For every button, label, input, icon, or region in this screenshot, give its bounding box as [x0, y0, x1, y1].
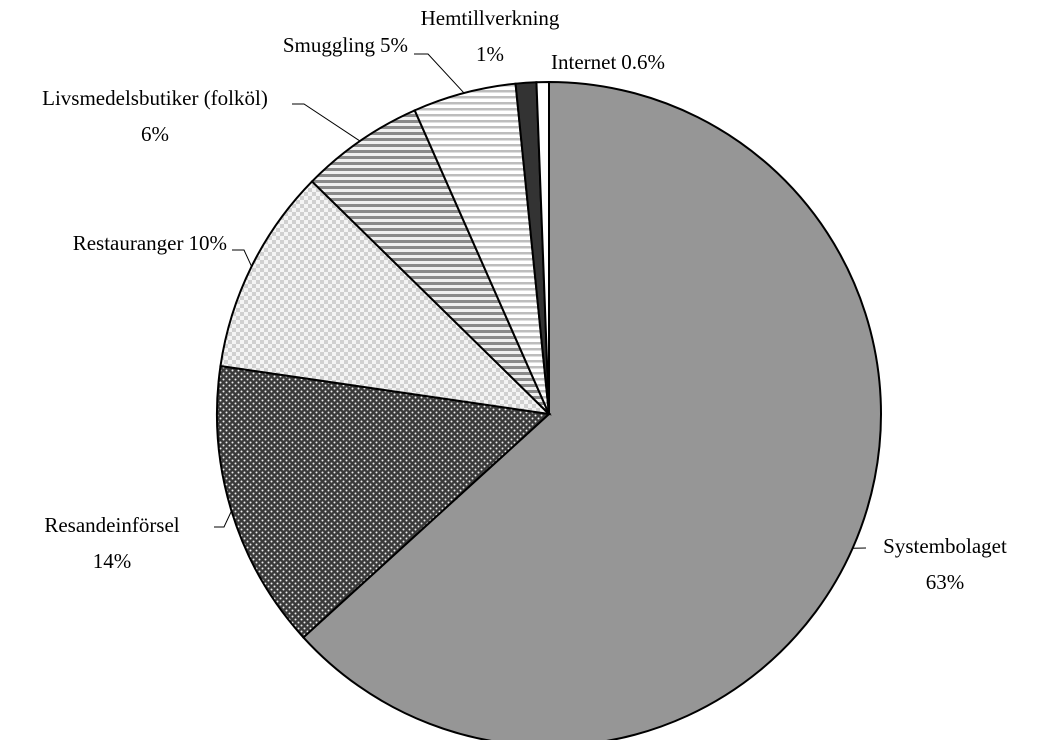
slice-label: Livsmedelsbutiker (folköl) [42, 86, 268, 110]
pie-slice [310, 109, 550, 415]
leader-line [292, 103, 361, 142]
slice-value-label: 5% [380, 33, 408, 57]
slice-value-label: 1% [476, 42, 504, 66]
slice-value-label: 63% [926, 570, 965, 594]
leader-line [214, 510, 232, 528]
slice-value-label: 6% [141, 122, 169, 146]
slice-label: Resandeinförsel [44, 513, 179, 537]
slice-label: Smuggling [283, 33, 376, 57]
pie-slice [219, 180, 552, 416]
slice-value-label: 0.6% [621, 50, 665, 74]
leader-line [232, 249, 253, 267]
slice-label: Internet [551, 50, 616, 74]
leader-line [414, 53, 465, 94]
slice-value-label: 10% [189, 231, 228, 255]
pie-slice [301, 80, 882, 740]
slice-value-label: 14% [93, 549, 132, 573]
pie-slice [535, 80, 550, 415]
slice-label: Hemtillverkning [421, 6, 560, 30]
slice-label: Systembolaget [883, 534, 1007, 558]
slice-label: Restauranger [73, 231, 184, 255]
